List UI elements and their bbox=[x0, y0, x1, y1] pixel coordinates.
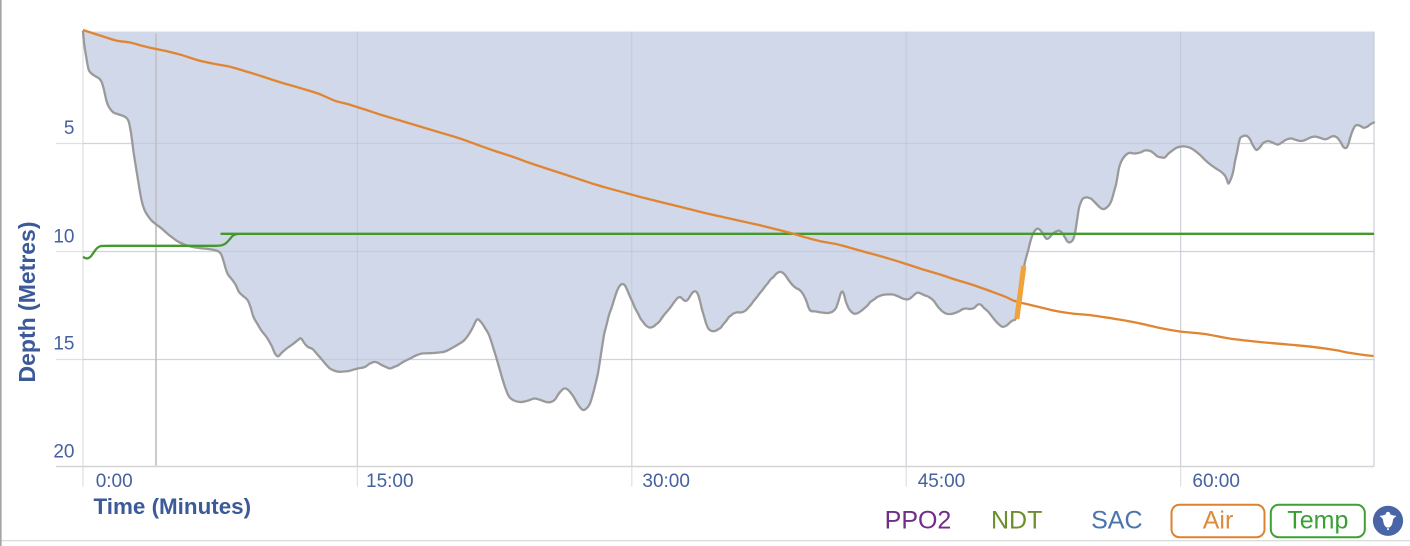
svg-text:15: 15 bbox=[53, 334, 74, 355]
svg-text:Air: Air bbox=[1203, 507, 1234, 535]
svg-text:Time (Minutes): Time (Minutes) bbox=[94, 494, 252, 519]
svg-text:30:00: 30:00 bbox=[642, 471, 690, 492]
svg-text:Depth (Metres): Depth (Metres) bbox=[14, 221, 40, 382]
svg-text:SAC: SAC bbox=[1091, 507, 1142, 535]
svg-text:20: 20 bbox=[53, 442, 74, 463]
svg-text:5: 5 bbox=[64, 118, 75, 139]
svg-text:45:00: 45:00 bbox=[918, 471, 966, 492]
svg-text:10: 10 bbox=[53, 227, 74, 248]
svg-text:Temp: Temp bbox=[1287, 507, 1348, 535]
svg-text:PPO2: PPO2 bbox=[885, 507, 952, 535]
svg-text:0:00: 0:00 bbox=[96, 471, 133, 492]
svg-text:60:00: 60:00 bbox=[1192, 471, 1240, 492]
svg-text:NDT: NDT bbox=[991, 507, 1042, 535]
svg-text:15:00: 15:00 bbox=[366, 471, 414, 492]
